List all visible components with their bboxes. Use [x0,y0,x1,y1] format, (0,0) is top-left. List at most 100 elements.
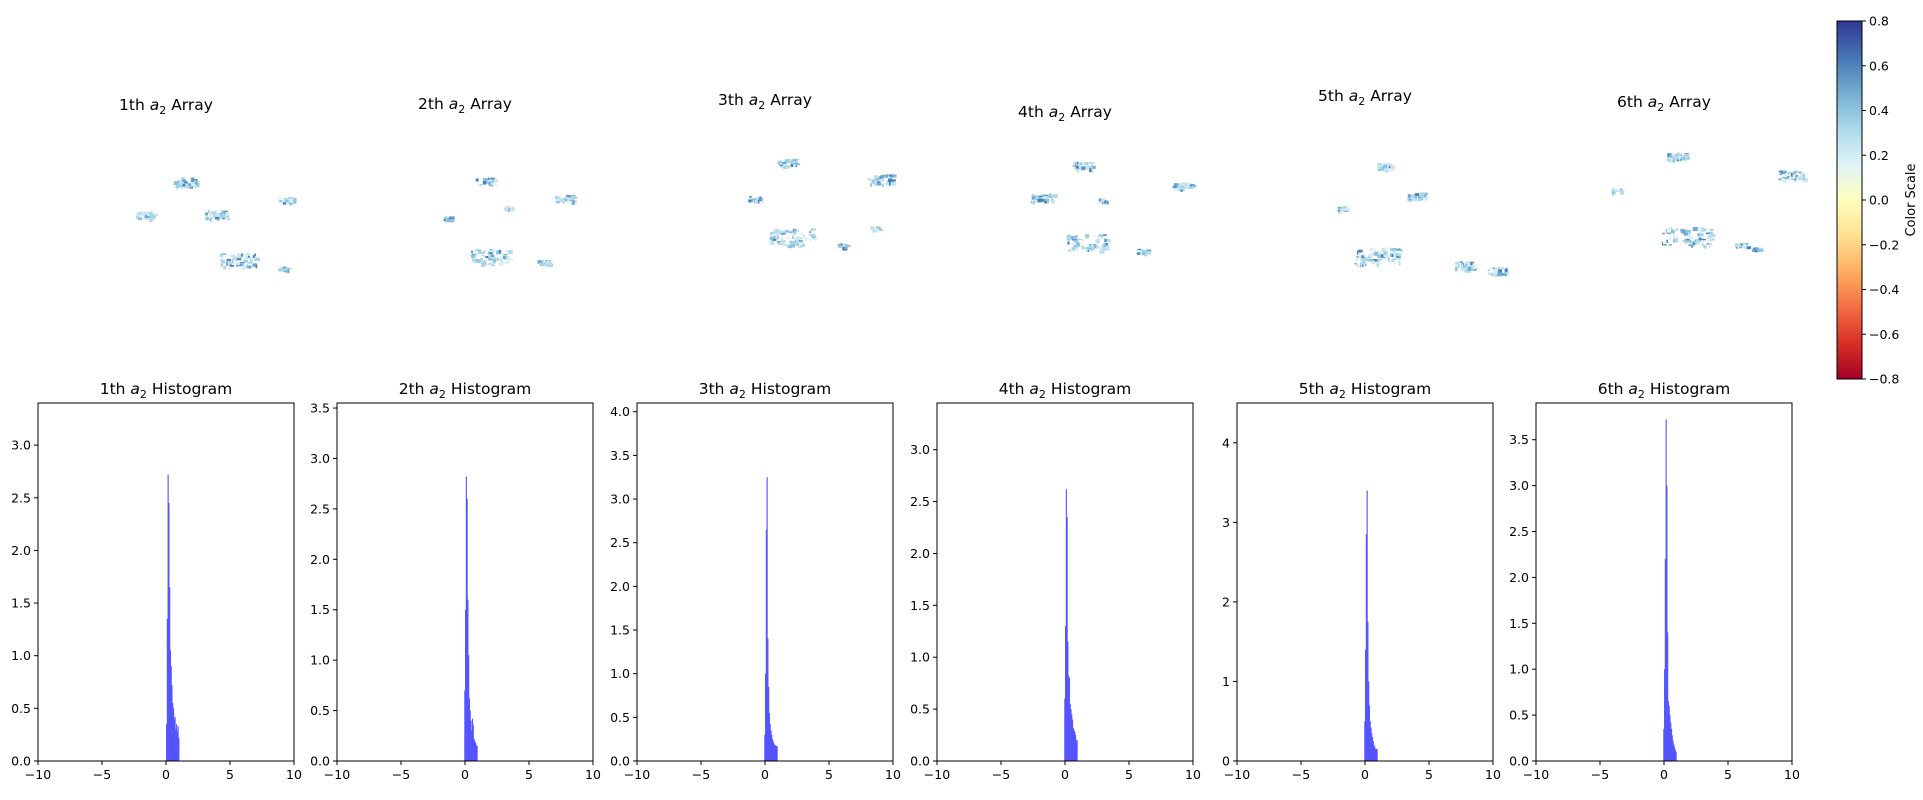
hist-1-bar-4 [168,503,170,761]
hist-4-bar-2 [1065,626,1067,761]
hist-3-bar-5 [767,638,769,761]
colorbar-tick-label: 0.8 [1869,14,1889,29]
colorbar [1836,20,1863,380]
hist-5-xtick-label: −5 [1292,767,1310,782]
hist-1-bar-7 [170,666,172,761]
colorbar-label: Color Scale [1904,163,1919,236]
hist-1-bar-2 [166,618,168,761]
array-title-6-ordinal: 6th [1617,93,1643,111]
hist-2-ytick-label: 3.5 [310,401,330,416]
hist-3-bar-2 [765,673,767,761]
array-title-3-word: Array [770,91,812,109]
hist-1-xtick-label: −10 [25,767,51,782]
hist-6-bar-17 [1675,751,1677,761]
colorbar-tick-label: −0.6 [1869,327,1899,342]
hist-1-ytick-label: 1.0 [11,648,31,663]
hist-6-ytick-label: 3.0 [1509,478,1529,493]
hist-frame-1 [37,402,295,762]
hist-6-bar-15 [1673,747,1676,761]
hist-6-bar-16 [1674,749,1676,761]
colorbar-tick-label: 0.4 [1869,103,1889,118]
hist-4-bar-16 [1075,740,1077,761]
hist-5-bar-5 [1367,621,1369,761]
hist-6-bar-6 [1667,632,1669,761]
hist-title-2: 2th a2 Histogram [399,380,532,401]
hist-4-xtick-label: 5 [1125,767,1133,782]
hist-2-bar-4 [466,498,468,761]
colorbar-tick-label: −0.2 [1869,237,1899,252]
hist-5-bar-4 [1366,490,1368,761]
array-title-5-word: Array [1370,87,1412,105]
array-image-4 [1030,161,1196,257]
hist-4-xtick-label: 10 [1185,767,1201,782]
hist-2-bar-14 [474,740,476,761]
hist-1-ytick-label: 2.5 [11,490,31,505]
hist-1-bar-8 [171,685,173,761]
hist-6-bar-8 [1668,705,1670,761]
hist-6-ytick-label: 2.0 [1509,570,1529,585]
hist-2-bar-17 [476,745,478,761]
hist-4-bar-17 [1076,740,1078,761]
hist-title-5: 5th a2 Histogram [1299,380,1432,401]
array-title-2: 2th a2 Array [418,95,512,116]
hist-5-bar-7 [1368,705,1371,761]
hist-1-bar-11 [173,718,175,761]
array-image-2 [443,177,578,267]
hist-title-1-word: Histogram [152,380,232,398]
array-image-1 [135,177,297,274]
hist-4-bar-10 [1071,714,1073,761]
hist-6-xtick-label: 10 [1784,767,1800,782]
hist-3-bar-14 [774,745,776,761]
hist-2-bar-1 [464,690,466,761]
array-title-1: 1th a2 Array [119,96,213,117]
hist-1-bar-16 [177,726,179,761]
hist-1-bar-6 [169,650,172,761]
hist-3-bar-1 [764,734,766,761]
hist-2-xtick-label: −10 [324,767,350,782]
hist-6-bar-14 [1673,744,1675,761]
hist-1-bar-9 [172,703,174,761]
hist-title-6: 6th a2 Histogram [1598,380,1731,401]
hist-6-xtick-label: −10 [1523,767,1549,782]
hist-3-bar-6 [768,686,770,761]
hist-2-ytick-label: 1.0 [310,653,330,668]
hist-3-ytick-label: 3.5 [610,448,630,463]
array-title-6-word: Array [1669,93,1711,111]
hist-3-ytick-label: 4.0 [610,404,630,419]
array-title-2-symbol: a [449,95,459,113]
hist-5-bar-1 [1364,721,1366,761]
hist-6-bar-4 [1665,419,1667,761]
hist-1-bar-3 [167,474,169,761]
hist-5-bar-3 [1365,534,1367,761]
hist-3-ytick-label: 0.0 [610,754,630,769]
hist-4-ytick-label: 1.0 [910,650,930,665]
hist-6-ytick-label: 0.0 [1509,754,1529,769]
array-title-3-subscript: 2 [758,99,765,112]
hist-4-bar-4 [1066,517,1068,761]
hist-6-bar-10 [1670,722,1672,761]
hist-3-bar-16 [775,746,777,761]
hist-1-xtick-label: 0 [162,767,170,782]
hist-6-bar-3 [1664,559,1666,761]
array-title-6-symbol: a [1648,93,1658,111]
hist-4-ytick-label: 2.0 [910,546,930,561]
hist-5-bar-15 [1374,749,1377,761]
hist-title-6-ordinal: 6th [1598,380,1624,398]
hist-1-xtick-label: 5 [226,767,234,782]
hist-6-bar-9 [1669,715,1671,761]
hist-title-2-ordinal: 2th [399,380,425,398]
hist-2-bar-16 [475,744,477,761]
hist-2-bar-10 [471,730,473,761]
hist-title-3: 3th a2 Histogram [699,380,832,401]
array-title-6: 6th a2 Array [1617,93,1711,114]
hist-title-2-symbol: a [429,380,439,398]
array-title-3-symbol: a [749,91,759,109]
hist-4-bar-11 [1071,719,1074,761]
hist-6-ytick-label: 3.5 [1509,432,1529,447]
colorbar-tick-label: 0.2 [1869,148,1889,163]
hist-5-xtick-label: 10 [1485,767,1501,782]
hist-title-1-symbol: a [130,380,140,398]
hist-5-bar-13 [1373,745,1375,761]
hist-3-xtick-label: 5 [825,767,833,782]
hist-title-4-subscript: 2 [1039,388,1046,401]
